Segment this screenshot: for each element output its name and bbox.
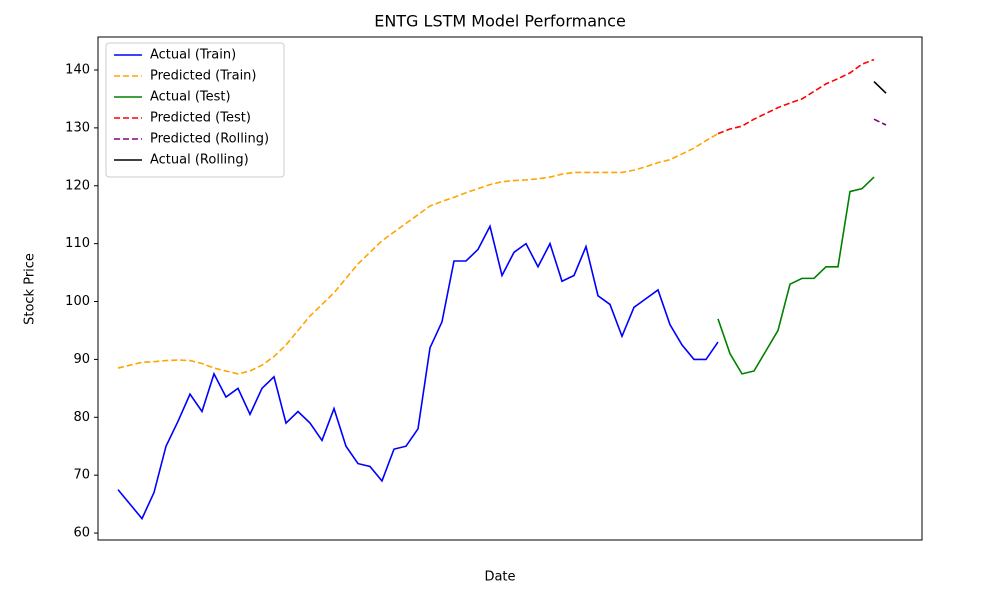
series-line xyxy=(117,224,719,521)
y-tick-label: 90 xyxy=(73,352,90,367)
series-line xyxy=(717,58,875,135)
y-axis-label: Stock Price xyxy=(23,253,38,325)
series-line xyxy=(117,132,719,375)
plot-area xyxy=(97,36,923,541)
legend-label: Actual (Rolling) xyxy=(150,153,249,168)
y-tick-label: 80 xyxy=(73,410,90,425)
y-tick-label: 70 xyxy=(73,468,90,483)
y-tick-label: 60 xyxy=(73,526,90,541)
y-tick-label: 130 xyxy=(65,120,90,135)
y-tick-label: 110 xyxy=(65,236,90,251)
series-line xyxy=(717,176,875,375)
series-line xyxy=(873,118,887,126)
chart-title: ENTG LSTM Model Performance xyxy=(374,12,626,31)
y-tick-label: 100 xyxy=(65,294,90,309)
legend-label: Predicted (Test) xyxy=(150,111,251,126)
legend-label: Actual (Train) xyxy=(150,48,236,63)
y-tick-label: 140 xyxy=(65,62,90,77)
legend-label: Predicted (Train) xyxy=(150,69,257,84)
legend-label: Predicted (Rolling) xyxy=(150,132,269,147)
legend-box xyxy=(105,42,285,178)
y-tick-label: 120 xyxy=(65,178,90,193)
legend-label: Actual (Test) xyxy=(150,90,231,105)
x-axis-label: Date xyxy=(484,570,515,585)
series-line xyxy=(873,80,887,94)
